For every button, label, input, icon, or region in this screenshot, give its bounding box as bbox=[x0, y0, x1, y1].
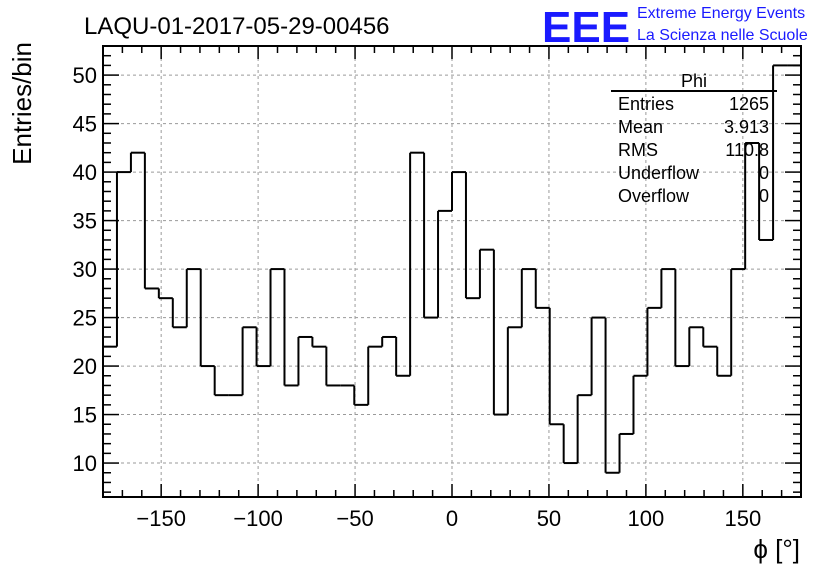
eee-logo-mark: EEE bbox=[542, 3, 630, 52]
y-tick-label: 50 bbox=[73, 63, 97, 88]
stats-value: 1265 bbox=[729, 94, 769, 114]
y-tick-label: 45 bbox=[73, 112, 97, 137]
x-tick-label: 100 bbox=[628, 506, 665, 531]
x-tick-label: −150 bbox=[136, 506, 186, 531]
stats-value: 0 bbox=[759, 186, 769, 206]
x-tick-label: −50 bbox=[336, 506, 373, 531]
eee-logo: EEE Extreme Energy Events La Scienza nel… bbox=[542, 3, 808, 52]
stats-rows: Entries 1265 Mean 3.913 RMS 110.8 Underflow 0 Ov… bbox=[618, 94, 769, 206]
eee-logo-line2: La Scienza nelle Scuole bbox=[637, 27, 808, 44]
x-tick-label: 0 bbox=[446, 506, 458, 531]
y-tick-label: 35 bbox=[73, 209, 97, 234]
stats-value: 3.913 bbox=[724, 117, 769, 137]
stats-label: Mean bbox=[618, 117, 663, 137]
x-axis-title: ϕ [°] bbox=[753, 534, 800, 564]
stats-label: Overflow bbox=[618, 186, 690, 206]
y-tick-label: 30 bbox=[73, 257, 97, 282]
y-tick-label: 15 bbox=[73, 403, 97, 428]
eee-logo-line1: Extreme Energy Events bbox=[637, 5, 805, 22]
y-tick-label: 20 bbox=[73, 354, 97, 379]
chart-title: LAQU-01-2017-05-29-00456 bbox=[84, 13, 390, 40]
stats-value: 0 bbox=[759, 163, 769, 183]
stats-box: Phi Entries 1265 Mean 3.913 RMS 110.8 Underflo… bbox=[611, 71, 777, 206]
grid-lines bbox=[103, 46, 801, 497]
x-tick-label: −100 bbox=[233, 506, 283, 531]
y-tick-label: 25 bbox=[73, 306, 97, 331]
stats-label: RMS bbox=[618, 140, 658, 160]
tick-marks: −150 −100 −50 0 50 100 150 10 15 20 25 30 35 40 45 50 bbox=[73, 45, 801, 531]
x-tick-label: 50 bbox=[537, 506, 561, 531]
histogram-steps bbox=[103, 64, 801, 474]
y-tick-label: 40 bbox=[73, 160, 97, 185]
y-tick-label: 10 bbox=[73, 451, 97, 476]
x-tick-label: 150 bbox=[724, 506, 761, 531]
y-axis-title: Entries/bin bbox=[7, 42, 37, 165]
stats-value: 110.8 bbox=[725, 140, 769, 160]
stats-label: Underflow bbox=[618, 163, 700, 183]
stats-title: Phi bbox=[681, 71, 707, 91]
stats-label: Entries bbox=[618, 94, 674, 114]
